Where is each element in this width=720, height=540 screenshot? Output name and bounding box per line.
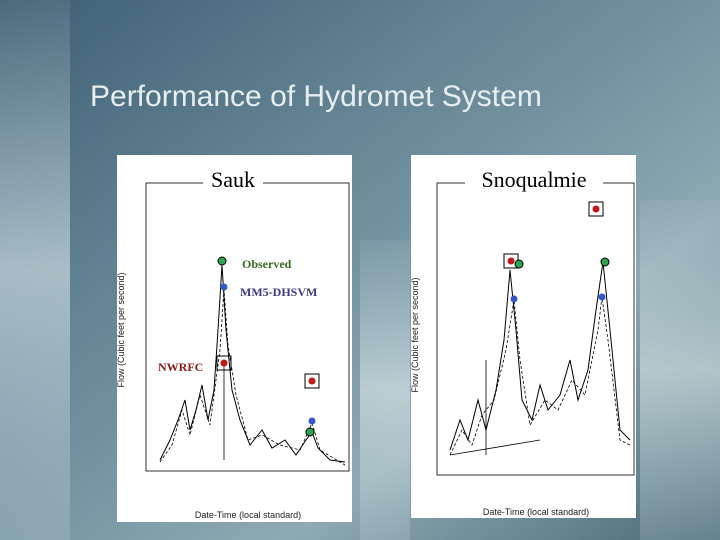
curve [159, 289, 346, 466]
annotation: NWRFC [158, 360, 203, 374]
x-axis-title: Date-Time (local standard) [483, 507, 589, 517]
marker-model [220, 283, 228, 291]
waterfall [0, 0, 70, 540]
slide-title: Performance of Hydromet System [90, 80, 542, 113]
panel-snoqualmie: Snoqualmie Date-Time (local standard) Fl… [410, 155, 636, 518]
marker-nwrfc [308, 377, 316, 385]
marker-nwrfc [592, 205, 600, 213]
marker-model [598, 293, 606, 301]
x-axis-title: Date-Time (local standard) [195, 510, 301, 520]
label-box [203, 164, 263, 192]
marker-observed [217, 256, 227, 266]
panel-background [411, 155, 636, 518]
marker-model [510, 295, 518, 303]
waterfall [640, 200, 720, 540]
marker-box [588, 201, 604, 217]
label-box [465, 164, 603, 192]
marker-nwrfc [507, 257, 515, 265]
marker-box [304, 373, 320, 389]
marker-line [449, 439, 541, 456]
marker-box [216, 355, 232, 371]
marker-observed [600, 257, 610, 267]
marker-observed [514, 259, 524, 269]
y-axis-title: Flow (Cubic feet per second) [410, 277, 420, 392]
panel-background [117, 155, 352, 522]
panel-label: Snoqualmie [481, 167, 586, 192]
panel-label: Sauk [211, 167, 255, 192]
marker-nwrfc [220, 359, 228, 367]
y-axis-title: Flow (Cubic feet per second) [116, 272, 126, 387]
curve [449, 296, 631, 456]
panel-sauk: Sauk Observed MM5-DHSVM NWRFC Date-Time … [116, 155, 352, 522]
annotation: Observed [242, 257, 292, 271]
marker-model [308, 417, 316, 425]
annotation: MM5-DHSVM [240, 285, 317, 299]
marker-observed [305, 427, 315, 437]
curve [159, 264, 346, 463]
waterfall [360, 240, 410, 540]
